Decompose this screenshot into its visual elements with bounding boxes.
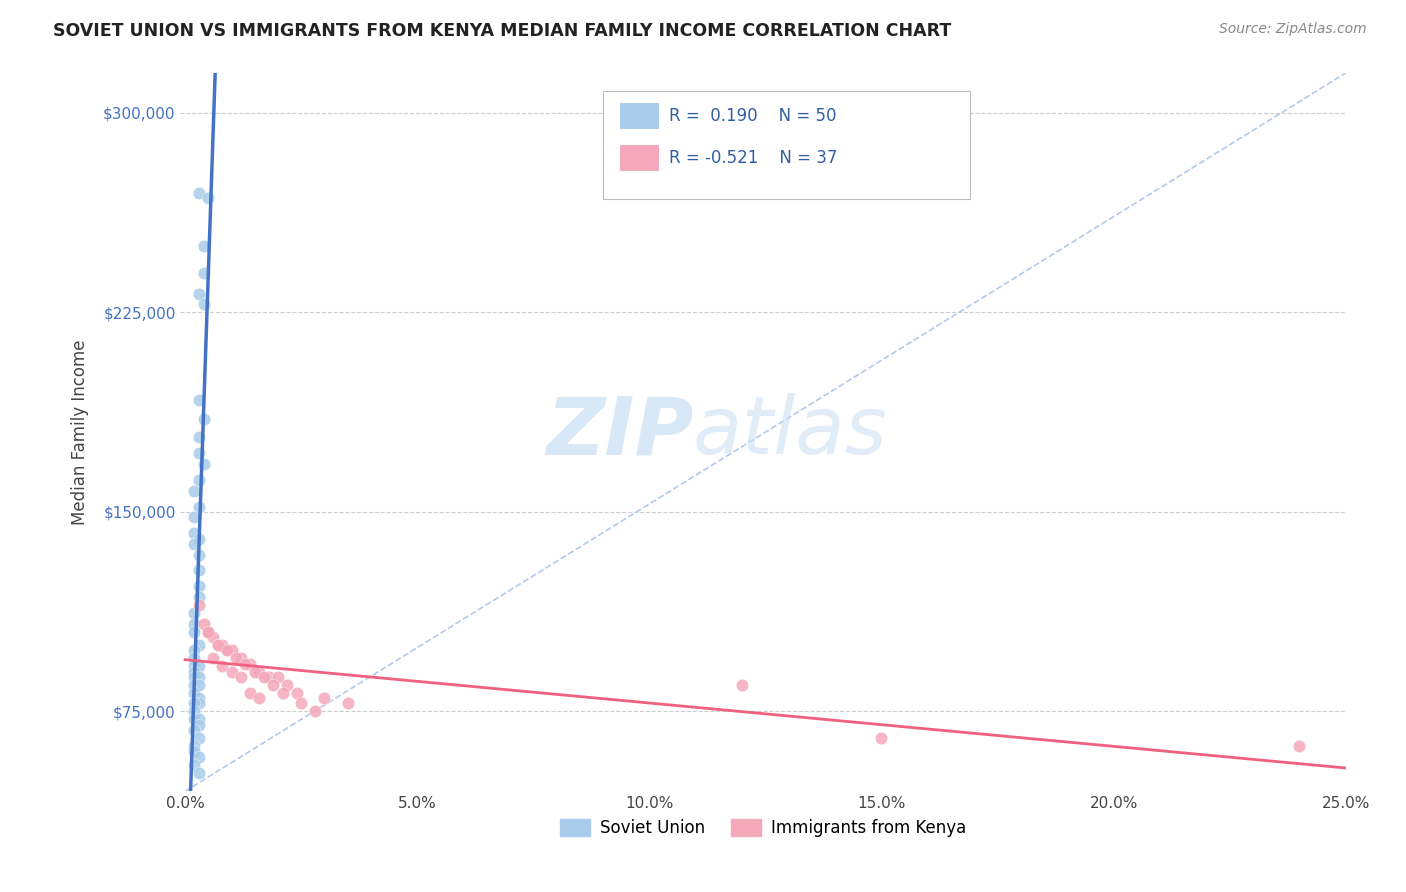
- Point: [188, 430, 211, 444]
- Point: [239, 657, 262, 671]
- Point: [188, 678, 211, 692]
- Point: [188, 670, 211, 684]
- Point: [188, 749, 211, 764]
- Point: [183, 606, 205, 620]
- Text: atlas: atlas: [693, 393, 889, 471]
- Text: ZIP: ZIP: [546, 393, 693, 471]
- Y-axis label: Median Family Income: Median Family Income: [72, 339, 89, 524]
- Point: [193, 297, 215, 311]
- Point: [183, 744, 205, 758]
- Point: [225, 651, 247, 665]
- Point: [188, 579, 211, 593]
- Point: [215, 643, 238, 657]
- Point: [183, 624, 205, 639]
- Point: [249, 691, 271, 706]
- Point: [1288, 739, 1310, 753]
- Point: [183, 483, 205, 498]
- Point: [207, 638, 229, 652]
- Point: [197, 624, 219, 639]
- Point: [183, 537, 205, 551]
- Point: [249, 665, 271, 679]
- Point: [188, 500, 211, 514]
- Point: [262, 678, 284, 692]
- Point: [188, 532, 211, 546]
- Point: [193, 412, 215, 426]
- Point: [188, 718, 211, 732]
- Point: [183, 651, 205, 665]
- Point: [188, 446, 211, 460]
- Point: [211, 659, 233, 673]
- Point: [221, 643, 243, 657]
- Point: [188, 731, 211, 745]
- Point: [183, 739, 205, 753]
- Point: [183, 665, 205, 679]
- Point: [188, 765, 211, 780]
- Point: [304, 705, 326, 719]
- Point: [188, 473, 211, 487]
- Point: [731, 678, 754, 692]
- Legend: Soviet Union, Immigrants from Kenya: Soviet Union, Immigrants from Kenya: [554, 813, 973, 844]
- Point: [221, 665, 243, 679]
- Point: [267, 670, 290, 684]
- Point: [183, 678, 205, 692]
- Point: [188, 691, 211, 706]
- Point: [183, 697, 205, 711]
- Point: [229, 670, 252, 684]
- Point: [183, 670, 205, 684]
- Text: Source: ZipAtlas.com: Source: ZipAtlas.com: [1219, 22, 1367, 37]
- Point: [257, 670, 280, 684]
- Point: [239, 686, 262, 700]
- Point: [229, 651, 252, 665]
- Point: [193, 265, 215, 279]
- Point: [243, 665, 266, 679]
- Point: [211, 638, 233, 652]
- Point: [188, 659, 211, 673]
- Point: [197, 624, 219, 639]
- Point: [197, 191, 219, 205]
- Point: [188, 548, 211, 562]
- Point: [201, 651, 224, 665]
- Point: [183, 526, 205, 541]
- Point: [183, 713, 205, 727]
- Point: [235, 657, 257, 671]
- Text: R =  0.190    N = 50: R = 0.190 N = 50: [669, 107, 837, 125]
- Point: [193, 616, 215, 631]
- Point: [870, 731, 893, 745]
- Point: [336, 697, 359, 711]
- Point: [188, 638, 211, 652]
- Point: [188, 186, 211, 200]
- Point: [183, 686, 205, 700]
- Point: [188, 286, 211, 301]
- Text: SOVIET UNION VS IMMIGRANTS FROM KENYA MEDIAN FAMILY INCOME CORRELATION CHART: SOVIET UNION VS IMMIGRANTS FROM KENYA ME…: [53, 22, 952, 40]
- Point: [276, 678, 298, 692]
- Point: [188, 697, 211, 711]
- Point: [314, 691, 336, 706]
- Text: R = -0.521    N = 37: R = -0.521 N = 37: [669, 149, 838, 167]
- Point: [183, 757, 205, 772]
- Point: [183, 723, 205, 737]
- Point: [285, 686, 308, 700]
- Point: [201, 630, 224, 644]
- Point: [188, 564, 211, 578]
- Point: [188, 590, 211, 604]
- Point: [290, 697, 312, 711]
- Point: [271, 686, 294, 700]
- Point: [193, 457, 215, 471]
- Point: [215, 643, 238, 657]
- Point: [188, 598, 211, 612]
- Point: [183, 705, 205, 719]
- Point: [207, 638, 229, 652]
- Point: [183, 643, 205, 657]
- Point: [183, 616, 205, 631]
- Point: [183, 659, 205, 673]
- Point: [188, 713, 211, 727]
- Point: [188, 393, 211, 408]
- Point: [183, 510, 205, 524]
- Point: [253, 670, 276, 684]
- Point: [193, 239, 215, 253]
